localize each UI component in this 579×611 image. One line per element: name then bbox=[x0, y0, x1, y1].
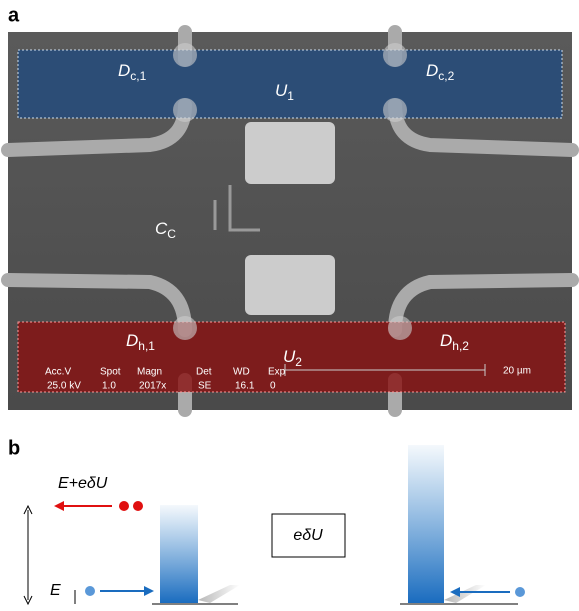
panel-label: a bbox=[8, 4, 20, 26]
region-subscript: h,2 bbox=[452, 339, 469, 353]
region-symbol: D bbox=[426, 61, 438, 80]
lower-energy: E bbox=[50, 582, 61, 599]
region-symbol: U bbox=[275, 81, 288, 100]
info-head: Det bbox=[196, 367, 212, 378]
region-subscript: c,1 bbox=[130, 69, 146, 83]
info-head: Magn bbox=[137, 367, 162, 378]
region-subscript: C bbox=[167, 227, 176, 241]
info-head: Exp bbox=[268, 367, 286, 378]
box-label: eδU bbox=[293, 527, 323, 544]
info-head: Spot bbox=[100, 367, 121, 378]
region-subscript: c,2 bbox=[438, 69, 454, 83]
info-value: SE bbox=[198, 381, 212, 392]
info-value: 0 bbox=[270, 381, 276, 392]
info-value: 2017x bbox=[139, 381, 166, 392]
info-value: 25.0 kV bbox=[47, 381, 81, 392]
region-subscript: h,1 bbox=[138, 339, 155, 353]
region-subscript: 1 bbox=[287, 89, 294, 103]
info-head: WD bbox=[233, 367, 250, 378]
region-symbol: D bbox=[440, 331, 452, 350]
scale-bar-label: 20 µm bbox=[503, 366, 531, 377]
info-value: 16.1 bbox=[235, 381, 255, 392]
upper-energy: E+eδU bbox=[58, 475, 108, 492]
panel-label: b bbox=[8, 437, 20, 459]
figure: a Dc,1U1Dc,2CCDh,1U2Dh,2 Acc.V25.0 kVSpo… bbox=[0, 0, 579, 606]
region-symbol: U bbox=[283, 347, 296, 366]
region-symbol: D bbox=[118, 61, 130, 80]
region-subscript: 2 bbox=[295, 355, 302, 369]
region-symbol: D bbox=[126, 331, 138, 350]
info-value: 1.0 bbox=[102, 381, 116, 392]
region-symbol: C bbox=[155, 219, 168, 238]
info-head: Acc.V bbox=[45, 367, 71, 378]
schematic bbox=[24, 445, 525, 604]
